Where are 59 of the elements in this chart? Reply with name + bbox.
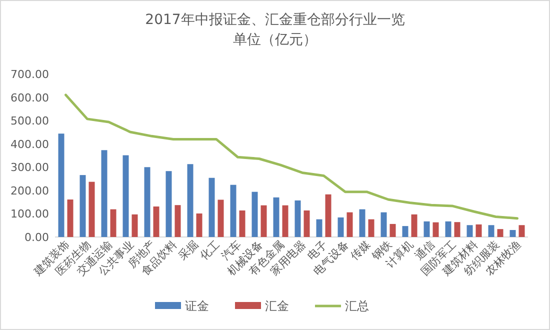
- bar: [466, 225, 473, 237]
- bar: [144, 167, 150, 237]
- bar: [174, 205, 181, 237]
- legend-label: 证金: [185, 299, 209, 313]
- bar: [368, 219, 374, 237]
- bar: [252, 192, 258, 237]
- bar: [153, 206, 160, 237]
- bar: [218, 200, 224, 237]
- y-tick-label: 200.00: [10, 184, 49, 198]
- bar: [346, 212, 353, 237]
- bar: [316, 219, 322, 237]
- bar: [230, 184, 236, 237]
- bar: [88, 182, 95, 237]
- bar: [402, 226, 408, 237]
- bar: [58, 134, 64, 237]
- bar: [380, 212, 387, 237]
- bar: [208, 178, 215, 237]
- bar: [110, 209, 116, 237]
- bar: [260, 205, 267, 237]
- bar: [187, 164, 194, 237]
- bar: [132, 214, 138, 237]
- bar: [67, 200, 74, 237]
- bar: [390, 224, 396, 237]
- bar: [454, 222, 460, 237]
- y-tick-label: 600.00: [10, 91, 49, 104]
- bar: [488, 225, 494, 237]
- y-tick-label: 700.00: [10, 68, 49, 81]
- bar: [338, 217, 344, 237]
- bar: [325, 194, 332, 237]
- y-tick-label: 0.00: [24, 231, 49, 244]
- legend-label: 汇总: [345, 299, 369, 313]
- bar: [432, 222, 439, 237]
- bar: [282, 205, 288, 237]
- x-tick-label: 传媒: [348, 238, 373, 263]
- bar: [424, 221, 430, 237]
- y-tick-label: 100.00: [10, 208, 49, 221]
- bar: [196, 213, 202, 237]
- chart-title: 2017年中报证金、汇金重仓部分行业一览: [145, 12, 405, 28]
- legend-label: 汇金: [265, 299, 289, 313]
- bar: [476, 224, 482, 237]
- bar: [445, 221, 452, 237]
- bar: [294, 200, 301, 237]
- bar: [101, 150, 108, 237]
- bar: [166, 171, 172, 237]
- chart-subtitle: 单位（亿元）: [233, 32, 317, 48]
- bar: [510, 230, 516, 237]
- bar: [273, 197, 280, 237]
- bar: [80, 175, 86, 237]
- y-tick-label: 300.00: [10, 161, 49, 174]
- bar: [304, 210, 310, 237]
- bar: [518, 225, 525, 237]
- bar: [411, 214, 418, 237]
- y-tick-label: 400.00: [10, 138, 49, 151]
- bar: [122, 155, 129, 237]
- bar: [239, 210, 246, 237]
- bar: [497, 229, 504, 237]
- y-tick-label: 500.00: [10, 114, 49, 128]
- bar: [359, 209, 366, 237]
- line-series: [64, 94, 518, 220]
